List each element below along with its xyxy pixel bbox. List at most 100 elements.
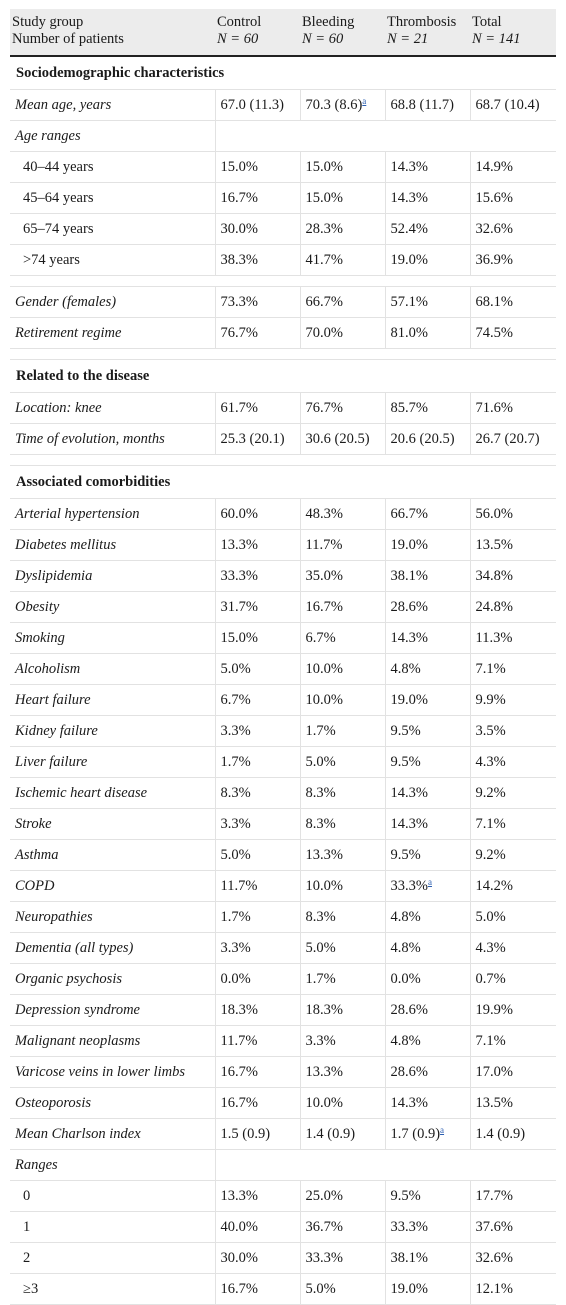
cell-value: 15.0% [305,189,343,206]
table-row-liver: Liver failure 1.7% 5.0% 9.5% 4.3% [10,746,556,778]
cell-value: 30.0% [220,1249,258,1266]
cell-control: 13.3% [214,1180,300,1212]
footnote-link[interactable]: a [440,1124,445,1135]
table-row-varic: Varicose veins in lower limbs 16.7% 13.3% 2… [10,1056,556,1088]
cell-value: 28.3% [305,220,343,237]
cell-value: 28.6% [390,598,428,615]
cell-value: 13.3% [220,536,258,553]
cell-total: 9.2% [469,839,556,871]
table-row-depr: Depression syndrome 18.3% 18.3% 28.6% 19.9% [10,994,556,1026]
spacer-row [10,454,556,466]
cell-value: 38.3% [220,251,258,268]
row-label: Ischemic heart disease [10,777,215,809]
spacer-cell [215,275,300,287]
cell-thrombosis: 4.8% [384,653,470,685]
cell-thrombosis: 14.3% [384,777,470,809]
cell-thrombosis: 28.6% [384,1056,470,1088]
cell-value: 5.0% [305,1280,336,1297]
cell-thrombosis: 14.3% [384,808,470,840]
cell-value: 5.0% [475,908,506,925]
footnote-link[interactable]: a [427,876,432,887]
cell-value: 14.3% [390,784,428,801]
cell-value: 13.5% [475,536,513,553]
cell-value: 14.9% [475,158,513,175]
cell-bleeding: 66.7% [299,286,385,318]
cell-value: 34.8% [475,567,513,584]
cell-value: 1.4 (0.9) [475,1125,526,1142]
row-empty [214,1149,556,1181]
cell-value: 68.8 (11.7) [390,96,455,113]
table-row-copd: COPD 11.7% 10.0% 33.3%a 14.2% [10,870,556,902]
footnote-link[interactable]: a [362,95,367,106]
cell-thrombosis: 9.5% [384,715,470,747]
row-label: Depression syndrome [10,994,215,1026]
row-label: Smoking [10,622,215,654]
cell-thrombosis: 68.8 (11.7) [384,89,470,121]
cell-value: 37.6% [475,1218,513,1235]
header-n-bleeding: N = 60 [300,31,385,57]
cell-value: 13.3% [220,1187,258,1204]
cell-value: 76.7% [305,399,343,416]
table-row-dement: Dementia (all types) 3.3% 5.0% 4.8% 4.3% [10,932,556,964]
cell-thrombosis: 33.3% [384,1211,470,1243]
cell-total: 11.3% [469,622,556,654]
header-number-of-patients: Number of patients [10,31,215,57]
cell-value: 4.3% [475,753,506,770]
cell-total: 32.6% [469,1242,556,1274]
cell-value: 73.3% [220,293,258,310]
cell-value: 17.7% [475,1187,513,1204]
cell-control: 15.0% [214,151,300,183]
row-label: 0 [10,1180,215,1212]
row-label: Retirement regime [10,317,215,349]
table-row-retire: Retirement regime 76.7% 70.0% 81.0% 74.5% [10,317,556,349]
cell-value: 25.0% [305,1187,343,1204]
cell-value: 32.6% [475,220,513,237]
cell-total: 34.8% [469,560,556,592]
cell-bleeding: 3.3% [299,1025,385,1057]
cell-total: 0.7% [469,963,556,995]
cell-value: 14.2% [475,877,513,894]
cell-control: 38.3% [214,244,300,276]
table-row-evol: Time of evolution, months 25.3 (20.1) 30.6… [10,423,556,455]
cell-value: 6.7% [305,629,336,646]
table-row-age_40: 40–44 years 15.0% 15.0% 14.3% 14.9% [10,151,556,183]
table-row-psych: Organic psychosis 0.0% 1.7% 0.0% 0.7% [10,963,556,995]
cell-value: 9.5% [390,753,421,770]
cell-value: 8.3% [220,784,251,801]
cell-thrombosis: 9.5% [384,746,470,778]
table-row-alco: Alcoholism 5.0% 10.0% 4.8% 7.1% [10,653,556,685]
cell-value: 33.3% [220,567,258,584]
cell-value: 33.3% [305,1249,343,1266]
cell-value: 0.0% [220,970,251,987]
cell-total: 14.9% [469,151,556,183]
row-label: Diabetes mellitus [10,529,215,561]
cell-bleeding: 13.3% [299,1056,385,1088]
spacer-cell [385,348,470,360]
table-row-r1: 1 40.0% 36.7% 33.3% 37.6% [10,1211,556,1243]
cell-value: 81.0% [390,324,428,341]
cell-value: 16.7% [220,1280,258,1297]
row-label: Osteoporosis [10,1087,215,1119]
cell-control: 1.7% [214,901,300,933]
table-row-r0: 0 13.3% 25.0% 9.5% 17.7% [10,1180,556,1212]
cell-value: 19.0% [390,691,428,708]
cell-value: 15.0% [220,629,258,646]
table-row-ischem: Ischemic heart disease 8.3% 8.3% 14.3% 9.2% [10,777,556,809]
cell-value: 76.7% [220,324,258,341]
cell-value: 9.5% [390,1187,421,1204]
cell-thrombosis: 38.1% [384,560,470,592]
row-label: Gender (females) [10,286,215,318]
cell-value: 7.1% [475,815,506,832]
cell-value: 20.6 (20.5) [390,430,455,447]
cell-value: 71.6% [475,399,513,416]
cell-value: 4.8% [390,1032,421,1049]
cell-value: 35.0% [305,567,343,584]
spacer-cell [385,454,470,466]
header-total: Total [470,9,556,31]
row-label: Dementia (all types) [10,932,215,964]
header-study-group: Study group [10,9,215,31]
cell-total: 13.5% [469,529,556,561]
cell-value: 6.7% [220,691,251,708]
table-row-heart: Heart failure 6.7% 10.0% 19.0% 9.9% [10,684,556,716]
cell-bleeding: 30.6 (20.5) [299,423,385,455]
